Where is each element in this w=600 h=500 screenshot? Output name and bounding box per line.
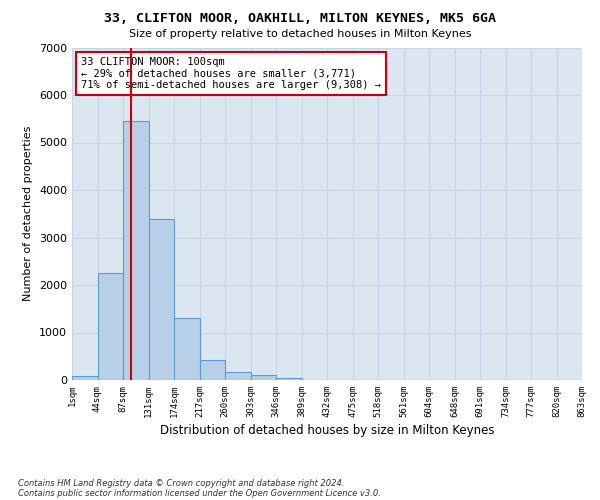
Bar — [251, 375, 276, 380]
Bar — [174, 318, 199, 380]
Y-axis label: Number of detached properties: Number of detached properties — [23, 126, 34, 302]
Bar — [276, 378, 302, 380]
Bar — [149, 218, 174, 380]
Text: Contains HM Land Registry data © Crown copyright and database right 2024.: Contains HM Land Registry data © Crown c… — [18, 478, 344, 488]
Bar — [225, 372, 251, 380]
Text: Size of property relative to detached houses in Milton Keynes: Size of property relative to detached ho… — [129, 29, 471, 39]
Bar — [123, 121, 149, 380]
Bar — [97, 273, 123, 380]
Bar — [199, 360, 225, 380]
Text: 33 CLIFTON MOOR: 100sqm
← 29% of detached houses are smaller (3,771)
71% of semi: 33 CLIFTON MOOR: 100sqm ← 29% of detache… — [81, 57, 381, 90]
Text: Contains public sector information licensed under the Open Government Licence v3: Contains public sector information licen… — [18, 488, 381, 498]
Text: 33, CLIFTON MOOR, OAKHILL, MILTON KEYNES, MK5 6GA: 33, CLIFTON MOOR, OAKHILL, MILTON KEYNES… — [104, 12, 496, 24]
Bar — [72, 376, 97, 380]
X-axis label: Distribution of detached houses by size in Milton Keynes: Distribution of detached houses by size … — [160, 424, 494, 437]
